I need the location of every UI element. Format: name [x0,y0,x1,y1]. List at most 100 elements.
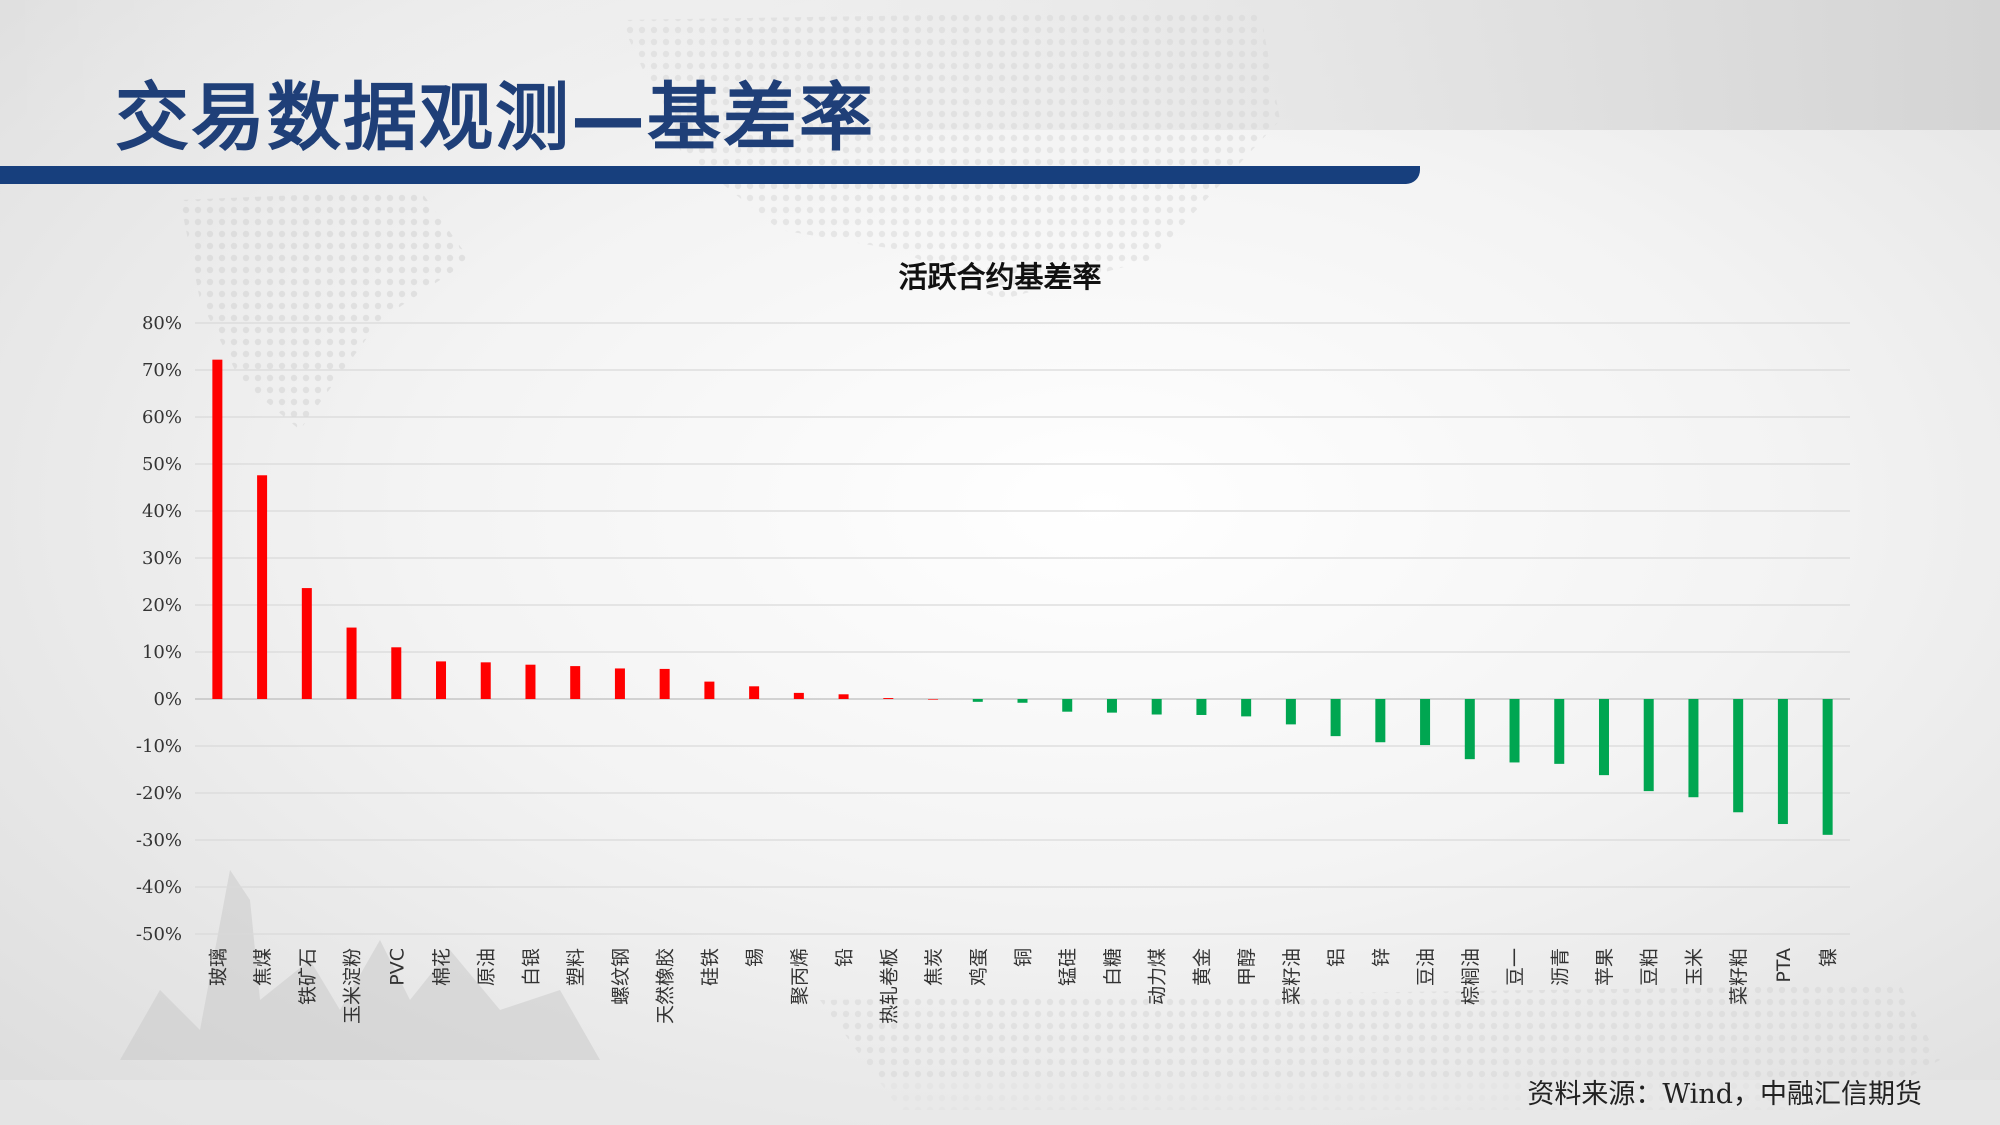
y-tick-label: -30% [136,830,182,851]
x-category-label: 菜籽油 [1281,948,1303,1005]
y-tick-label: -40% [136,877,182,898]
x-category-label: 棉花 [431,948,453,986]
bar-焦炭 [928,699,939,700]
x-category-label: 焦炭 [923,948,945,986]
bar-玉米 [1688,699,1699,798]
x-category-label: 黄金 [1191,948,1213,986]
bar-硅铁 [704,681,715,699]
bar-玉米淀粉 [346,627,357,699]
bar-沥青 [1554,699,1565,764]
bar-原油 [480,662,491,699]
bar-PVC [391,647,402,699]
x-category-label: 锰硅 [1057,948,1079,986]
y-tick-label: -10% [136,736,182,757]
x-category-label: 玉米淀粉 [342,948,364,1024]
x-category-label: 热轧卷板 [878,948,900,1024]
x-category-label: 白糖 [1102,948,1124,986]
bar-镍 [1822,699,1833,835]
gridlines [195,322,1850,935]
x-category-label: 豆油 [1415,948,1437,986]
x-category-label: 玉米 [1683,948,1705,986]
x-axis-categories: 玻璃 焦煤 铁矿石 玉米淀粉 PVC 棉花 原油 白银 塑料 螺纹钢 天然橡胶 硅铁 锡 聚丙烯 铅 热轧卷板… [207,948,1839,1024]
x-category-label: 铅 [834,948,856,967]
x-category-label: 棕榈油 [1460,948,1482,1005]
bar-玻璃 [212,359,223,699]
bar-苹果 [1598,699,1609,776]
bar-聚丙烯 [793,692,804,699]
chart-title: 活跃合约基差率 [898,260,1101,294]
x-category-label: 镍 [1818,948,1840,967]
x-category-label: 苹果 [1594,948,1616,986]
bars [212,359,1833,835]
x-category-label: 原油 [476,948,498,986]
x-category-label: 玻璃 [207,948,229,986]
x-category-label: PTA [1773,948,1795,983]
y-tick-label: 60% [142,407,182,428]
bar-铅 [838,694,849,699]
title-underline-bar [0,166,1420,184]
x-category-label: 鸡蛋 [968,948,990,986]
bottom-band [0,1080,2000,1125]
x-category-label: 铝 [1326,948,1348,967]
y-tick-label: 70% [142,360,182,381]
y-tick-label: -50% [136,924,182,945]
x-category-label: 甲醇 [1236,948,1258,986]
x-category-label: 白银 [520,948,542,986]
bar-铜 [1017,699,1028,703]
bar-铝 [1330,699,1341,737]
page-title: 交易数据观测—基差率 [115,75,875,161]
bar-豆一 [1509,699,1520,763]
skyline-silhouette [120,870,600,1060]
x-category-label: 沥青 [1549,948,1571,986]
x-category-label: 塑料 [565,948,587,986]
bar-菜籽粕 [1733,699,1744,813]
y-tick-label: 40% [142,501,182,522]
bar-锡 [749,686,760,699]
bar-黄金 [1196,699,1207,715]
bar-锰硅 [1062,699,1073,712]
x-category-label: 豆粕 [1639,948,1661,986]
bar-鸡蛋 [972,699,983,702]
y-tick-label: -20% [136,783,182,804]
y-tick-label: 0% [153,689,182,710]
x-category-label: 螺纹钢 [610,948,632,1005]
y-tick-label: 50% [142,454,182,475]
source-note: 资料来源：Wind，中融汇信期货 [1527,1079,1922,1110]
bar-焦煤 [257,475,268,699]
x-category-label: 硅铁 [699,948,721,986]
x-category-label: 锌 [1370,948,1392,967]
bar-白糖 [1106,699,1117,713]
bar-棕榈油 [1464,699,1475,760]
bar-PTA [1777,699,1788,825]
bar-白银 [525,664,536,699]
bar-铁矿石 [301,588,312,699]
x-category-label: 豆一 [1505,948,1527,986]
x-category-label: 铁矿石 [297,948,319,1005]
bar-豆粕 [1643,699,1654,792]
y-tick-label: 30% [142,548,182,569]
y-tick-label: 20% [142,595,182,616]
bar-天然橡胶 [659,668,670,699]
bar-螺纹钢 [614,668,625,699]
bar-动力煤 [1151,699,1162,715]
x-category-label: 锡 [744,948,766,967]
x-category-label: 焦煤 [252,948,274,986]
bar-菜籽油 [1285,699,1296,725]
y-axis-ticks: 80% 70% 60% 50% 40% 30% 20% 10% 0% -10% -20% -30% -4… [136,313,182,945]
bar-锌 [1375,699,1386,743]
bar-塑料 [570,666,581,699]
y-tick-label: 10% [142,642,182,663]
x-category-label: PVC [386,948,408,986]
x-category-label: 动力煤 [1147,948,1169,1005]
world-map-dots-bottom [820,985,1940,1110]
x-category-label: 聚丙烯 [789,948,811,1005]
x-category-label: 铜 [1013,948,1035,967]
world-map-dots-top [620,10,1280,300]
x-category-label: 天然橡胶 [655,948,677,1024]
bar-豆油 [1420,699,1431,746]
bar-甲醇 [1241,699,1252,717]
bar-棉花 [436,661,447,699]
x-category-label: 菜籽粕 [1728,948,1750,1005]
